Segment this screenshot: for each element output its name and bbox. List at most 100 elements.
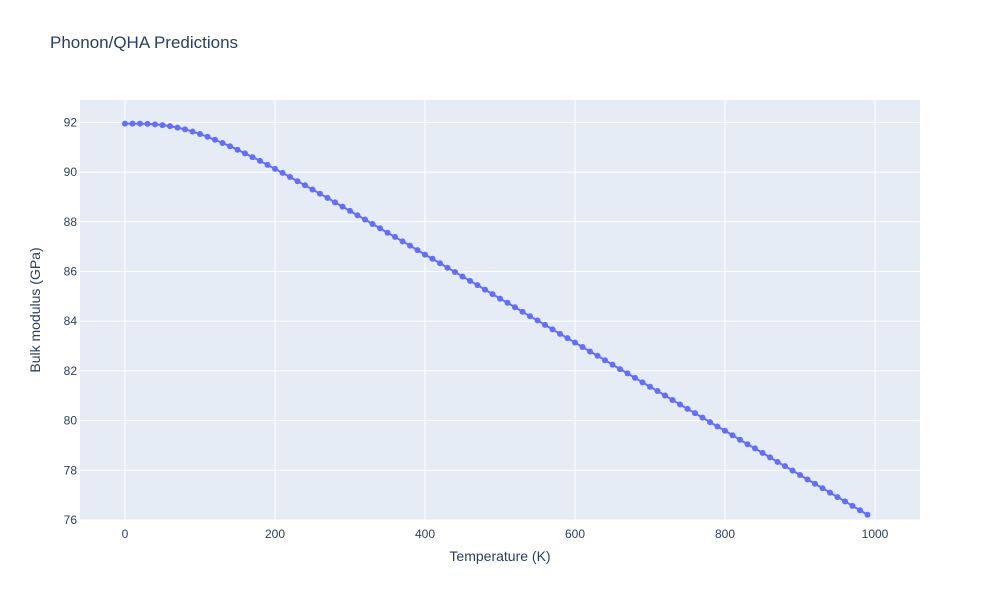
chart-title: Phonon/QHA Predictions bbox=[50, 33, 239, 52]
data-point bbox=[729, 432, 736, 439]
y-axis-title: Bulk modulus (GPa) bbox=[27, 247, 43, 372]
data-point bbox=[287, 174, 293, 181]
data-point bbox=[587, 348, 593, 355]
data-point bbox=[677, 401, 683, 408]
data-point bbox=[309, 186, 316, 193]
grid-lines bbox=[80, 100, 920, 521]
data-point bbox=[602, 357, 608, 364]
data-point bbox=[534, 317, 541, 324]
x-tick-label: 0 bbox=[122, 527, 129, 541]
data-point bbox=[189, 128, 196, 135]
y-tick-label: 78 bbox=[64, 463, 78, 477]
data-point bbox=[504, 299, 511, 306]
data-point bbox=[564, 335, 571, 342]
data-point bbox=[759, 449, 766, 456]
data-point bbox=[774, 458, 781, 465]
data-point bbox=[242, 150, 248, 157]
data-point bbox=[444, 264, 451, 271]
data-point bbox=[302, 182, 308, 189]
data-point bbox=[722, 427, 728, 434]
data-point bbox=[812, 480, 818, 487]
data-point bbox=[744, 441, 751, 448]
data-point bbox=[129, 120, 136, 127]
data-point bbox=[512, 304, 518, 311]
data-point bbox=[234, 146, 241, 153]
data-point bbox=[407, 242, 413, 249]
data-point bbox=[377, 225, 383, 232]
data-point bbox=[279, 169, 286, 176]
data-point bbox=[632, 374, 638, 381]
y-tick-label: 76 bbox=[64, 513, 78, 527]
x-tick-label: 200 bbox=[265, 527, 285, 541]
axis-tick-labels: 0 200 400 600 800 1000 76 78 80 82 84 86 88 90 92 bbox=[64, 115, 889, 541]
data-point bbox=[384, 229, 391, 236]
data-point bbox=[219, 139, 226, 146]
data-point bbox=[579, 344, 586, 351]
data-point bbox=[422, 251, 428, 258]
data-point bbox=[699, 414, 706, 421]
data-point bbox=[557, 330, 563, 337]
series-markers bbox=[122, 120, 871, 518]
data-point bbox=[572, 339, 578, 346]
data-point bbox=[707, 419, 713, 426]
data-point bbox=[452, 268, 458, 275]
data-point bbox=[857, 507, 863, 514]
data-point bbox=[692, 410, 698, 417]
data-point bbox=[662, 392, 668, 399]
data-point bbox=[752, 445, 758, 452]
data-point bbox=[249, 154, 256, 161]
data-point bbox=[182, 126, 188, 133]
data-point bbox=[654, 388, 661, 395]
data-point bbox=[227, 143, 233, 150]
data-point bbox=[549, 326, 556, 333]
x-tick-label: 600 bbox=[565, 527, 585, 541]
data-point bbox=[804, 476, 811, 483]
x-tick-label: 1000 bbox=[862, 527, 889, 541]
y-tick-label: 84 bbox=[64, 314, 78, 328]
data-point bbox=[317, 190, 323, 197]
data-point bbox=[429, 255, 436, 262]
y-tick-label: 86 bbox=[64, 264, 78, 278]
data-point bbox=[257, 157, 263, 164]
data-point bbox=[827, 489, 833, 496]
data-point bbox=[212, 136, 218, 143]
data-point bbox=[782, 463, 788, 470]
data-point bbox=[362, 216, 368, 223]
x-axis-title: Temperature (K) bbox=[449, 548, 550, 564]
data-point bbox=[392, 233, 398, 240]
data-point bbox=[767, 454, 773, 461]
data-point bbox=[617, 366, 623, 373]
data-point bbox=[819, 485, 826, 492]
y-tick-label: 92 bbox=[64, 115, 78, 129]
data-point bbox=[647, 383, 653, 390]
data-point bbox=[527, 313, 533, 320]
data-point bbox=[797, 472, 803, 479]
data-point bbox=[789, 467, 796, 474]
plot-area bbox=[80, 100, 920, 520]
data-point bbox=[594, 352, 601, 359]
data-point bbox=[849, 502, 856, 509]
y-tick-label: 80 bbox=[64, 414, 78, 428]
data-point bbox=[467, 277, 473, 284]
data-point bbox=[459, 273, 466, 280]
data-point bbox=[519, 308, 526, 315]
data-point bbox=[332, 199, 338, 206]
y-tick-label: 90 bbox=[64, 165, 78, 179]
data-point bbox=[669, 396, 676, 403]
data-point bbox=[864, 511, 871, 518]
data-point bbox=[714, 423, 721, 430]
data-point bbox=[639, 379, 646, 386]
series-line bbox=[125, 122, 869, 516]
data-point bbox=[204, 133, 211, 140]
y-tick-label: 88 bbox=[64, 215, 78, 229]
data-point bbox=[144, 120, 151, 127]
data-point bbox=[482, 286, 488, 293]
data-point bbox=[437, 260, 443, 267]
y-tick-label: 82 bbox=[64, 364, 78, 378]
x-tick-label: 400 bbox=[415, 527, 435, 541]
data-point bbox=[414, 247, 421, 254]
data-point bbox=[324, 194, 331, 201]
data-point bbox=[272, 165, 278, 172]
data-point bbox=[684, 405, 691, 412]
